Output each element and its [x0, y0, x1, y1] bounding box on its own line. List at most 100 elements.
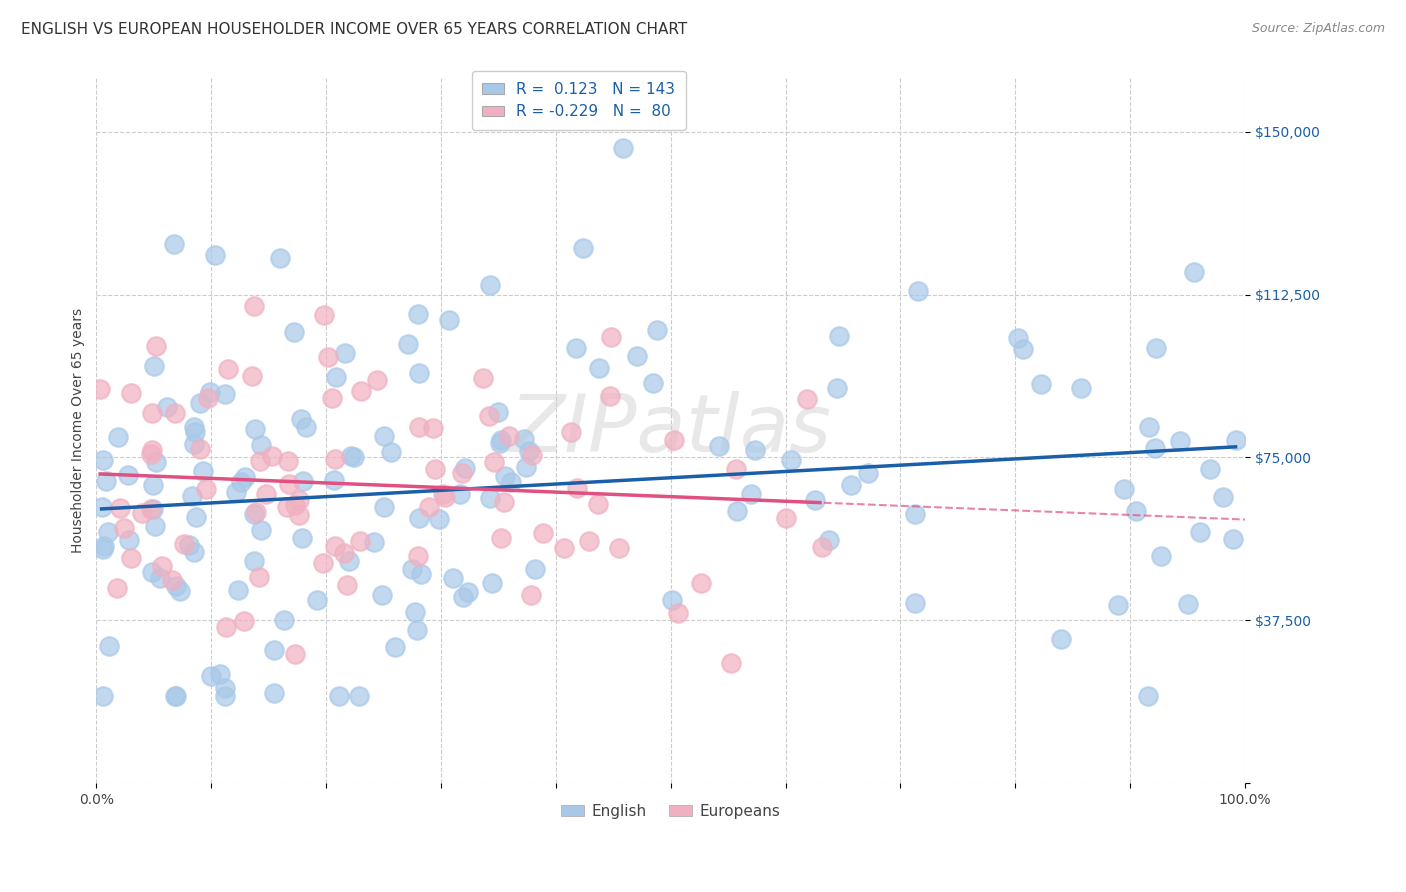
Point — [856, 467, 879, 481]
Point — [107, 430, 129, 444]
Point — [1177, 597, 1199, 611]
Point — [481, 575, 503, 590]
Point — [263, 686, 285, 700]
Point — [225, 485, 247, 500]
Point — [499, 475, 522, 489]
Point — [165, 579, 187, 593]
Point — [108, 500, 131, 515]
Point — [149, 571, 172, 585]
Point — [273, 613, 295, 627]
Legend: English, Europeans: English, Europeans — [554, 797, 787, 825]
Point — [1029, 376, 1052, 391]
Point — [217, 361, 239, 376]
Point — [284, 498, 307, 512]
Point — [478, 278, 501, 293]
Point — [98, 639, 121, 653]
Point — [720, 656, 742, 670]
Point — [233, 614, 256, 628]
Point — [243, 554, 266, 568]
Point — [903, 507, 925, 521]
Point — [198, 384, 221, 399]
Point — [498, 428, 520, 442]
Point — [335, 345, 357, 359]
Point — [478, 491, 501, 506]
Point — [169, 583, 191, 598]
Point — [515, 460, 537, 475]
Point — [1143, 441, 1166, 455]
Point — [323, 452, 346, 467]
Point — [97, 524, 120, 539]
Point — [363, 535, 385, 549]
Point — [343, 450, 366, 464]
Point — [118, 533, 141, 547]
Point — [1212, 490, 1234, 504]
Point — [384, 640, 406, 654]
Point — [177, 538, 200, 552]
Point — [599, 389, 621, 403]
Point — [451, 590, 474, 604]
Point — [825, 381, 848, 395]
Point — [1144, 341, 1167, 355]
Point — [828, 329, 851, 343]
Point — [520, 448, 543, 462]
Point — [744, 442, 766, 457]
Point — [512, 433, 534, 447]
Point — [817, 533, 839, 548]
Point — [725, 462, 748, 476]
Point — [183, 544, 205, 558]
Point — [489, 436, 512, 450]
Point — [472, 371, 495, 385]
Point — [349, 533, 371, 548]
Point — [408, 511, 430, 525]
Point — [441, 571, 464, 585]
Point — [1007, 331, 1029, 345]
Point — [335, 577, 357, 591]
Text: Source: ZipAtlas.com: Source: ZipAtlas.com — [1251, 22, 1385, 36]
Point — [277, 453, 299, 467]
Point — [689, 576, 711, 591]
Point — [204, 248, 226, 262]
Point — [553, 541, 575, 555]
Text: ENGLISH VS EUROPEAN HOUSEHOLDER INCOME OVER 65 YEARS CORRELATION CHART: ENGLISH VS EUROPEAN HOUSEHOLDER INCOME O… — [21, 22, 688, 37]
Point — [163, 406, 186, 420]
Point — [263, 642, 285, 657]
Point — [740, 487, 762, 501]
Point — [91, 542, 114, 557]
Point — [269, 252, 291, 266]
Point — [290, 411, 312, 425]
Point — [194, 482, 217, 496]
Point — [810, 540, 832, 554]
Point — [288, 492, 311, 507]
Point — [775, 511, 797, 525]
Point — [492, 494, 515, 508]
Point — [90, 500, 112, 514]
Point — [839, 478, 862, 492]
Point — [249, 454, 271, 468]
Point — [423, 461, 446, 475]
Point — [318, 350, 340, 364]
Point — [173, 537, 195, 551]
Point — [350, 384, 373, 399]
Point — [600, 330, 623, 344]
Point — [612, 141, 634, 155]
Point — [278, 476, 301, 491]
Point — [588, 360, 610, 375]
Point — [284, 647, 307, 661]
Point — [408, 420, 430, 434]
Point — [181, 489, 204, 503]
Point — [150, 559, 173, 574]
Point — [396, 336, 419, 351]
Point — [291, 474, 314, 488]
Point — [231, 475, 253, 490]
Point — [406, 308, 429, 322]
Point — [283, 325, 305, 339]
Point — [531, 526, 554, 541]
Point — [1125, 504, 1147, 518]
Point — [233, 470, 256, 484]
Text: ZIPatlas: ZIPatlas — [509, 392, 832, 469]
Point — [478, 409, 501, 423]
Point — [307, 593, 329, 607]
Point — [143, 359, 166, 374]
Point — [1188, 525, 1211, 540]
Point — [449, 487, 471, 501]
